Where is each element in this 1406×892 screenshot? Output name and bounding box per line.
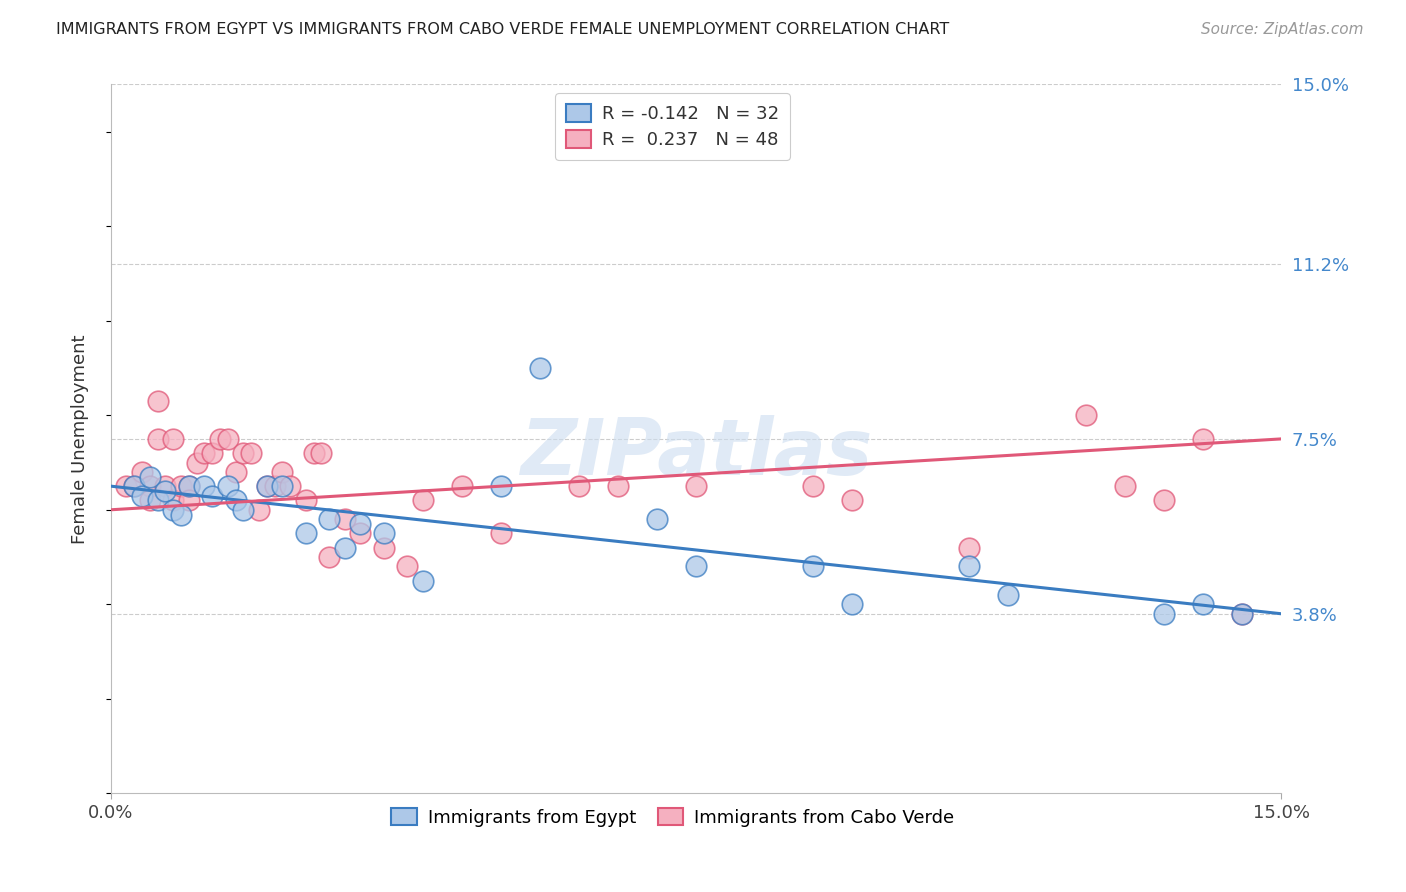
Point xyxy=(162,432,184,446)
Point xyxy=(685,559,707,574)
Point xyxy=(278,479,301,493)
Point xyxy=(451,479,474,493)
Point xyxy=(139,479,162,493)
Point xyxy=(1153,607,1175,621)
Point xyxy=(841,493,863,508)
Text: Source: ZipAtlas.com: Source: ZipAtlas.com xyxy=(1201,22,1364,37)
Point xyxy=(256,479,278,493)
Point xyxy=(489,526,512,541)
Point xyxy=(201,446,224,460)
Point xyxy=(263,479,285,493)
Point xyxy=(333,512,356,526)
Point xyxy=(349,526,371,541)
Point xyxy=(568,479,591,493)
Point xyxy=(489,479,512,493)
Point xyxy=(131,465,153,479)
Point xyxy=(1192,597,1215,611)
Point xyxy=(155,483,177,498)
Point xyxy=(177,479,200,493)
Point xyxy=(1232,607,1254,621)
Point xyxy=(232,503,254,517)
Point xyxy=(131,489,153,503)
Point xyxy=(295,526,318,541)
Point xyxy=(139,493,162,508)
Point xyxy=(177,493,200,508)
Point xyxy=(412,493,434,508)
Point xyxy=(139,469,162,483)
Point xyxy=(240,446,263,460)
Point xyxy=(146,432,169,446)
Point xyxy=(232,446,254,460)
Point xyxy=(349,516,371,531)
Point xyxy=(1076,409,1098,423)
Point xyxy=(170,479,193,493)
Point xyxy=(997,588,1019,602)
Point xyxy=(302,446,325,460)
Point xyxy=(225,493,247,508)
Point xyxy=(529,361,551,376)
Text: ZIPatlas: ZIPatlas xyxy=(520,415,872,491)
Point xyxy=(162,503,184,517)
Point xyxy=(146,394,169,409)
Point xyxy=(841,597,863,611)
Point xyxy=(318,512,340,526)
Point xyxy=(193,479,215,493)
Point xyxy=(256,479,278,493)
Point xyxy=(177,479,200,493)
Point xyxy=(607,479,630,493)
Point xyxy=(295,493,318,508)
Y-axis label: Female Unemployment: Female Unemployment xyxy=(72,334,89,543)
Point xyxy=(162,493,184,508)
Point xyxy=(957,541,980,555)
Point xyxy=(1153,493,1175,508)
Point xyxy=(645,512,668,526)
Point xyxy=(217,432,239,446)
Point xyxy=(193,446,215,460)
Point xyxy=(412,574,434,588)
Point xyxy=(225,465,247,479)
Point xyxy=(186,456,208,470)
Point xyxy=(217,479,239,493)
Point xyxy=(201,489,224,503)
Point xyxy=(146,493,169,508)
Point xyxy=(373,526,395,541)
Point xyxy=(957,559,980,574)
Point xyxy=(1192,432,1215,446)
Legend: Immigrants from Egypt, Immigrants from Cabo Verde: Immigrants from Egypt, Immigrants from C… xyxy=(384,801,960,834)
Point xyxy=(247,503,270,517)
Point xyxy=(801,479,824,493)
Point xyxy=(1114,479,1136,493)
Point xyxy=(271,479,294,493)
Point xyxy=(396,559,419,574)
Point xyxy=(271,465,294,479)
Text: IMMIGRANTS FROM EGYPT VS IMMIGRANTS FROM CABO VERDE FEMALE UNEMPLOYMENT CORRELAT: IMMIGRANTS FROM EGYPT VS IMMIGRANTS FROM… xyxy=(56,22,949,37)
Point xyxy=(1232,607,1254,621)
Point xyxy=(685,479,707,493)
Point xyxy=(170,508,193,522)
Point xyxy=(333,541,356,555)
Point xyxy=(122,479,145,493)
Point xyxy=(801,559,824,574)
Point xyxy=(311,446,333,460)
Point xyxy=(115,479,138,493)
Point xyxy=(208,432,231,446)
Point xyxy=(155,479,177,493)
Point xyxy=(122,479,145,493)
Point xyxy=(373,541,395,555)
Point xyxy=(318,549,340,564)
